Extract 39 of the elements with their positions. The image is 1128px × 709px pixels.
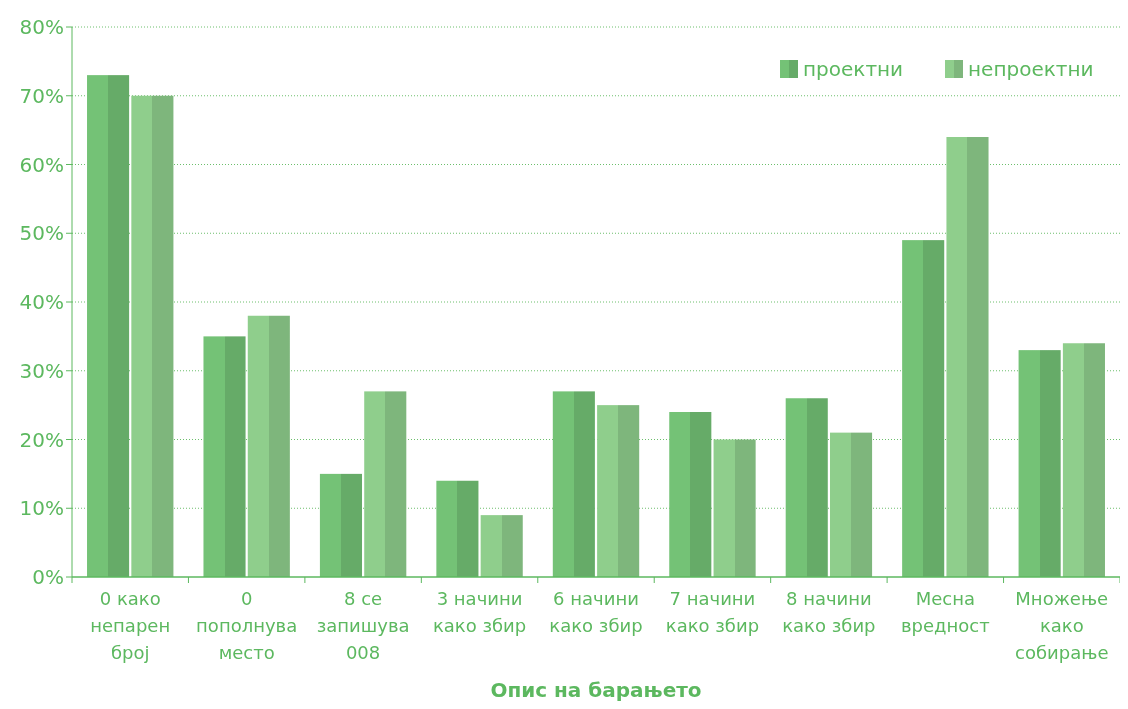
- bar: [1062, 343, 1105, 577]
- bar: [436, 480, 479, 577]
- x-tick-label: 3 начини како збир: [432, 588, 527, 636]
- bar: [902, 240, 945, 577]
- bar: [946, 137, 989, 577]
- y-tick-label: 30%: [19, 358, 64, 383]
- x-tick-label: Множење како собирање: [1015, 588, 1109, 663]
- bar: [669, 412, 712, 577]
- bar: [319, 473, 362, 577]
- y-tick-label: 50%: [19, 221, 64, 246]
- bar: [552, 391, 595, 577]
- bar: [713, 439, 756, 577]
- y-tick-label: 40%: [19, 290, 64, 314]
- x-tick-label: 6 начини како збир: [549, 588, 643, 636]
- y-tick-label: 60%: [19, 152, 64, 177]
- x-tick-label: 0 како непарен број: [90, 588, 171, 663]
- legend-label: проектни: [803, 57, 904, 81]
- bar: [830, 432, 873, 577]
- bar: [480, 515, 523, 577]
- y-tick-label: 20%: [19, 427, 64, 452]
- x-tick-label: 8 се запишува 008: [316, 588, 410, 663]
- y-tick-label: 10%: [19, 496, 64, 521]
- bar: [597, 405, 640, 577]
- x-tick-label: 8 начини како збир: [782, 588, 876, 636]
- x-axis-title: Опис на барањето: [490, 678, 702, 702]
- x-tick-label: Месна вредност: [900, 588, 990, 636]
- bar: [785, 398, 828, 577]
- y-tick-label: 70%: [19, 83, 64, 108]
- x-tick-label: 0 пополнува место: [196, 588, 298, 663]
- bar: [203, 336, 246, 577]
- bar: [247, 315, 290, 577]
- bar: [364, 391, 407, 577]
- legend-label: непроектни: [968, 57, 1094, 81]
- bar: [131, 95, 174, 577]
- bar: [87, 75, 130, 577]
- y-tick-label: 0%: [32, 565, 64, 589]
- bar: [1018, 350, 1061, 577]
- x-tick-label: 7 начини како збир: [665, 588, 760, 636]
- y-tick-label: 80%: [19, 15, 64, 39]
